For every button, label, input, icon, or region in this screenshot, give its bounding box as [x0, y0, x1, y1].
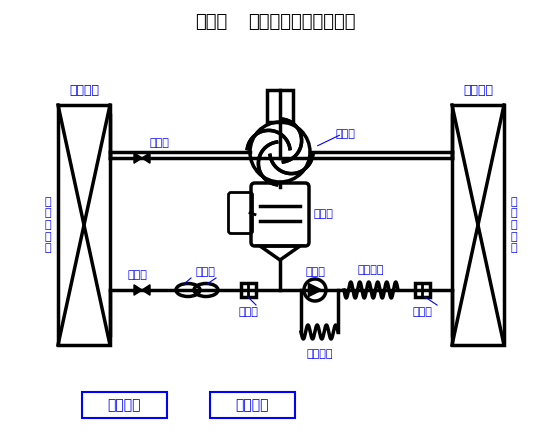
Text: 压缩机: 压缩机: [313, 209, 333, 220]
Text: 截止阀: 截止阀: [150, 138, 170, 148]
Text: 制热工况: 制热工况: [236, 398, 269, 412]
Text: 消声器: 消声器: [195, 267, 215, 277]
Polygon shape: [134, 285, 142, 295]
Text: 止回阀: 止回阀: [305, 267, 325, 277]
Text: 过滤器: 过滤器: [238, 307, 258, 317]
Polygon shape: [309, 283, 321, 297]
Text: 制冷工况: 制冷工况: [108, 398, 141, 412]
Polygon shape: [142, 285, 150, 295]
Polygon shape: [134, 153, 142, 163]
Text: 室外机组: 室外机组: [463, 84, 493, 98]
Text: 副毛细管: 副毛细管: [306, 349, 333, 359]
Bar: [210, 392, 295, 418]
Bar: [82, 392, 167, 418]
Text: 热泵型: 热泵型: [195, 13, 227, 31]
Text: 截止阀: 截止阀: [127, 270, 147, 280]
Text: 室
外
换
热
器: 室 外 换 热 器: [511, 197, 517, 253]
Text: 分体挂壁机工作原理图: 分体挂壁机工作原理图: [248, 13, 356, 31]
Polygon shape: [142, 153, 150, 163]
Text: 换向器: 换向器: [335, 129, 355, 139]
Text: 室
内
换
热
器: 室 内 换 热 器: [45, 197, 52, 253]
Bar: [414, 283, 430, 297]
Bar: [267, 90, 293, 122]
Text: 过滤器: 过滤器: [412, 307, 432, 317]
Bar: [240, 283, 255, 297]
Text: 室内机组: 室内机组: [69, 84, 99, 98]
Text: 主毛细管: 主毛细管: [358, 265, 384, 275]
